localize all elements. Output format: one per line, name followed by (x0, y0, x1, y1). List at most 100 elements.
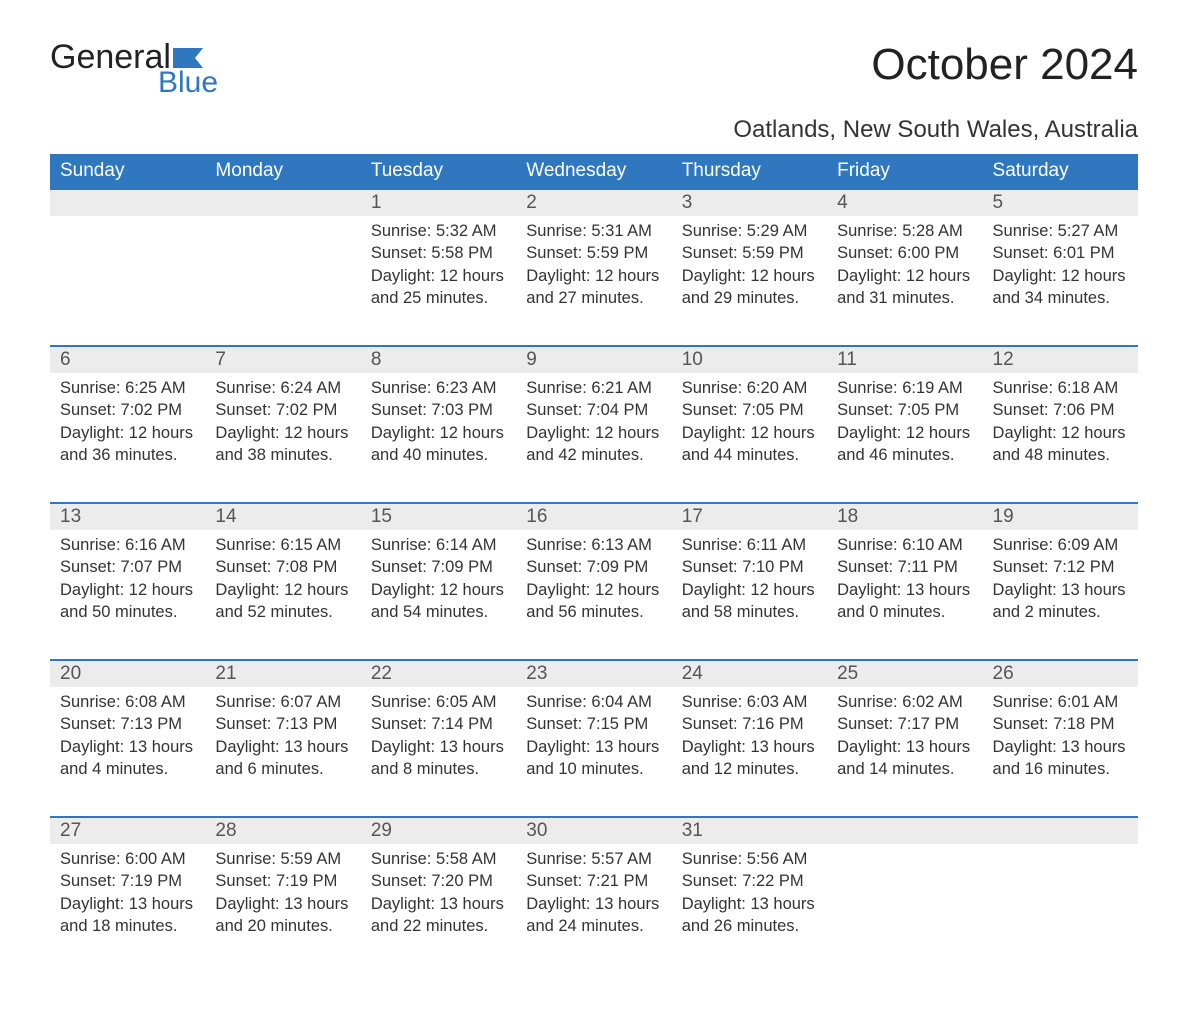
day-details-cell (205, 216, 360, 346)
weekday-header: Saturday (983, 154, 1138, 189)
day-number-cell: 26 (983, 660, 1138, 687)
day-number-cell: 22 (361, 660, 516, 687)
daylight-line: Daylight: 12 hours and 48 minutes. (993, 422, 1128, 467)
daylight-line: Daylight: 13 hours and 12 minutes. (682, 736, 817, 781)
day-details-cell: Sunrise: 6:03 AMSunset: 7:16 PMDaylight:… (672, 687, 827, 817)
day-number-cell: 8 (361, 346, 516, 373)
day-details-cell: Sunrise: 6:09 AMSunset: 7:12 PMDaylight:… (983, 530, 1138, 660)
daylight-line: Daylight: 12 hours and 52 minutes. (215, 579, 350, 624)
day-details: Sunrise: 6:09 AMSunset: 7:12 PMDaylight:… (983, 530, 1138, 633)
day-details-cell (827, 844, 982, 974)
day-number-row: 6789101112 (50, 346, 1138, 373)
day-details: Sunrise: 5:56 AMSunset: 7:22 PMDaylight:… (672, 844, 827, 947)
logo: General Blue (50, 40, 218, 98)
sunrise-line: Sunrise: 6:14 AM (371, 534, 506, 556)
day-details: Sunrise: 6:21 AMSunset: 7:04 PMDaylight:… (516, 373, 671, 476)
sunrise-line: Sunrise: 6:07 AM (215, 691, 350, 713)
calendar-table: SundayMondayTuesdayWednesdayThursdayFrid… (50, 154, 1138, 974)
day-number-cell: 12 (983, 346, 1138, 373)
sunset-line: Sunset: 5:59 PM (682, 242, 817, 264)
sunrise-line: Sunrise: 6:16 AM (60, 534, 195, 556)
day-details: Sunrise: 6:08 AMSunset: 7:13 PMDaylight:… (50, 687, 205, 790)
day-details-row: Sunrise: 5:32 AMSunset: 5:58 PMDaylight:… (50, 216, 1138, 346)
day-details: Sunrise: 5:57 AMSunset: 7:21 PMDaylight:… (516, 844, 671, 947)
sunrise-line: Sunrise: 6:02 AM (837, 691, 972, 713)
day-details: Sunrise: 6:05 AMSunset: 7:14 PMDaylight:… (361, 687, 516, 790)
day-details: Sunrise: 5:58 AMSunset: 7:20 PMDaylight:… (361, 844, 516, 947)
day-details: Sunrise: 5:28 AMSunset: 6:00 PMDaylight:… (827, 216, 982, 319)
day-details-cell: Sunrise: 5:58 AMSunset: 7:20 PMDaylight:… (361, 844, 516, 974)
day-details-cell (50, 216, 205, 346)
day-details-cell: Sunrise: 5:59 AMSunset: 7:19 PMDaylight:… (205, 844, 360, 974)
day-details: Sunrise: 6:24 AMSunset: 7:02 PMDaylight:… (205, 373, 360, 476)
day-details: Sunrise: 6:07 AMSunset: 7:13 PMDaylight:… (205, 687, 360, 790)
day-number-cell: 16 (516, 503, 671, 530)
sunset-line: Sunset: 7:02 PM (215, 399, 350, 421)
sunset-line: Sunset: 7:09 PM (371, 556, 506, 578)
sunset-line: Sunset: 5:59 PM (526, 242, 661, 264)
daylight-line: Daylight: 13 hours and 0 minutes. (837, 579, 972, 624)
weekday-header-row: SundayMondayTuesdayWednesdayThursdayFrid… (50, 154, 1138, 189)
sunset-line: Sunset: 7:13 PM (60, 713, 195, 735)
weekday-header: Sunday (50, 154, 205, 189)
day-number-cell: 4 (827, 189, 982, 216)
day-number-cell: 21 (205, 660, 360, 687)
day-number-cell: 17 (672, 503, 827, 530)
daylight-line: Daylight: 12 hours and 40 minutes. (371, 422, 506, 467)
daylight-line: Daylight: 13 hours and 26 minutes. (682, 893, 817, 938)
day-number-cell: 1 (361, 189, 516, 216)
day-details-cell: Sunrise: 6:00 AMSunset: 7:19 PMDaylight:… (50, 844, 205, 974)
day-number-cell: 18 (827, 503, 982, 530)
sunrise-line: Sunrise: 6:09 AM (993, 534, 1128, 556)
day-number-cell: 31 (672, 817, 827, 844)
day-details: Sunrise: 6:01 AMSunset: 7:18 PMDaylight:… (983, 687, 1138, 790)
day-details-cell: Sunrise: 6:20 AMSunset: 7:05 PMDaylight:… (672, 373, 827, 503)
sunset-line: Sunset: 7:14 PM (371, 713, 506, 735)
day-details-row: Sunrise: 6:08 AMSunset: 7:13 PMDaylight:… (50, 687, 1138, 817)
daylight-line: Daylight: 13 hours and 2 minutes. (993, 579, 1128, 624)
sunset-line: Sunset: 7:22 PM (682, 870, 817, 892)
day-number-row: 13141516171819 (50, 503, 1138, 530)
day-details-cell: Sunrise: 6:18 AMSunset: 7:06 PMDaylight:… (983, 373, 1138, 503)
day-number-cell: 9 (516, 346, 671, 373)
weekday-header: Tuesday (361, 154, 516, 189)
day-number-cell: 23 (516, 660, 671, 687)
day-number-cell (205, 189, 360, 216)
day-number-cell: 3 (672, 189, 827, 216)
sunrise-line: Sunrise: 5:31 AM (526, 220, 661, 242)
day-details-cell: Sunrise: 6:24 AMSunset: 7:02 PMDaylight:… (205, 373, 360, 503)
day-details: Sunrise: 5:59 AMSunset: 7:19 PMDaylight:… (205, 844, 360, 947)
sunset-line: Sunset: 7:06 PM (993, 399, 1128, 421)
day-number-cell (827, 817, 982, 844)
day-details: Sunrise: 6:20 AMSunset: 7:05 PMDaylight:… (672, 373, 827, 476)
sunrise-line: Sunrise: 6:05 AM (371, 691, 506, 713)
sunrise-line: Sunrise: 5:58 AM (371, 848, 506, 870)
sunrise-line: Sunrise: 6:18 AM (993, 377, 1128, 399)
daylight-line: Daylight: 12 hours and 38 minutes. (215, 422, 350, 467)
day-details-cell: Sunrise: 5:56 AMSunset: 7:22 PMDaylight:… (672, 844, 827, 974)
day-details-cell: Sunrise: 5:31 AMSunset: 5:59 PMDaylight:… (516, 216, 671, 346)
day-number-cell: 5 (983, 189, 1138, 216)
sunset-line: Sunset: 7:08 PM (215, 556, 350, 578)
sunset-line: Sunset: 7:09 PM (526, 556, 661, 578)
daylight-line: Daylight: 12 hours and 29 minutes. (682, 265, 817, 310)
day-details: Sunrise: 6:25 AMSunset: 7:02 PMDaylight:… (50, 373, 205, 476)
day-details-cell: Sunrise: 6:04 AMSunset: 7:15 PMDaylight:… (516, 687, 671, 817)
sunset-line: Sunset: 7:05 PM (682, 399, 817, 421)
sunset-line: Sunset: 6:00 PM (837, 242, 972, 264)
sunset-line: Sunset: 7:16 PM (682, 713, 817, 735)
day-details-row: Sunrise: 6:16 AMSunset: 7:07 PM Daylight:… (50, 530, 1138, 660)
day-number-cell: 19 (983, 503, 1138, 530)
day-details-cell: Sunrise: 5:27 AMSunset: 6:01 PMDaylight:… (983, 216, 1138, 346)
day-number-cell (50, 189, 205, 216)
daylight-line: Daylight: 12 hours and 44 minutes. (682, 422, 817, 467)
daylight-line: Daylight: 12 hours and 34 minutes. (993, 265, 1128, 310)
day-details-cell: Sunrise: 6:19 AMSunset: 7:05 PMDaylight:… (827, 373, 982, 503)
day-number-cell: 10 (672, 346, 827, 373)
sunrise-line: Sunrise: 6:15 AM (215, 534, 350, 556)
day-details-cell: Sunrise: 6:14 AMSunset: 7:09 PMDaylight:… (361, 530, 516, 660)
day-details: Sunrise: 6:10 AMSunset: 7:11 PMDaylight:… (827, 530, 982, 633)
sunset-line: Sunset: 6:01 PM (993, 242, 1128, 264)
sunset-line: Sunset: 7:07 PM (60, 556, 195, 578)
day-number-cell (983, 817, 1138, 844)
